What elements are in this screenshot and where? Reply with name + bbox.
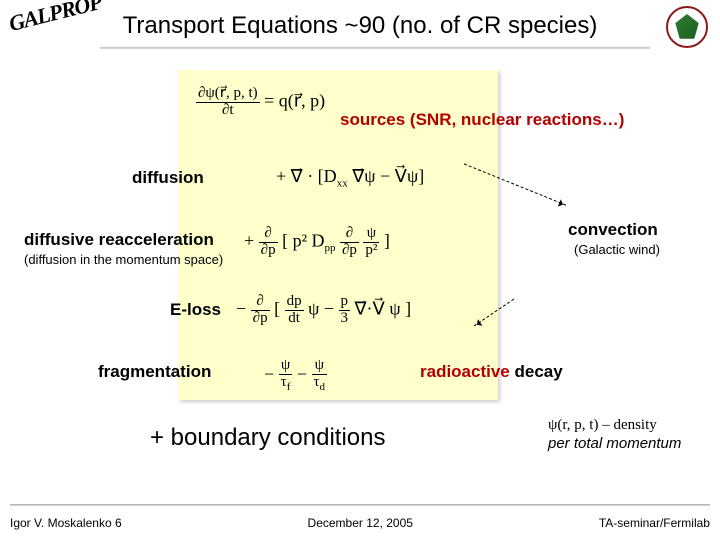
label-decay-black: decay (510, 362, 563, 381)
eq-l2a: + ∇⃗ · [D (276, 166, 337, 186)
footer-divider (10, 504, 710, 506)
eq-line-5: − ψτf − ψτd (264, 358, 327, 393)
footer-venue: TA-seminar/Fermilab (599, 516, 710, 530)
eq-l5f: f (287, 381, 291, 393)
eq-l2-xx: xx (337, 178, 348, 190)
label-sources: sources (SNR, nuclear reactions…) (340, 110, 700, 130)
label-eloss: E-loss (170, 300, 221, 320)
eq-l2b: ∇⃗ψ − V⃗ψ] (348, 166, 425, 186)
eq-line-2: + ∇⃗ · [Dxx ∇⃗ψ − V⃗ψ] (276, 166, 424, 190)
eq-l4n3: p (339, 294, 351, 311)
slide: GALPROP Transport Equations ~90 (no. of … (0, 0, 720, 540)
eq-l3n3: ψ (363, 226, 379, 243)
label-fragmentation: fragmentation (98, 362, 211, 382)
footer-date: December 12, 2005 (308, 516, 413, 530)
eq-line-4: − ∂∂p [ dpdt ψ − p3 ∇⃗·V⃗ ψ ] (236, 294, 411, 327)
eq-lhs-den: ∂t (196, 103, 260, 119)
label-decay: radioactive decay (420, 362, 563, 382)
label-reaccel: diffusive reacceleration (24, 230, 214, 250)
eq-l4d-tail: ∇⃗·V⃗ ψ ] (355, 298, 412, 318)
eq-l5a: − (264, 364, 279, 384)
eq-l5dd: d (320, 381, 326, 393)
label-diffusion: diffusion (132, 168, 204, 188)
density-line2: per total momentum (548, 435, 681, 452)
eq-l3d: ∂p (259, 243, 278, 259)
page-title: Transport Equations ~90 (no. of CR speci… (0, 12, 720, 40)
eq-l3pp: pp (324, 242, 335, 254)
label-convection: convection (568, 220, 658, 240)
density-note: ψ(r, p, t) – density per total momentum (548, 416, 681, 454)
eq-l3b: [ p² D (282, 230, 324, 250)
eq-l3n: ∂ (259, 226, 278, 243)
eq-l4n2: dp (285, 294, 304, 311)
eq-l4b: [ (274, 298, 285, 318)
eq-lhs-num: ∂ψ(r⃗, p, t) (196, 86, 260, 103)
eq-l4n: ∂ (251, 294, 270, 311)
eq-l3a: + (244, 230, 259, 250)
density-line1: ψ(r, p, t) – density (548, 417, 657, 433)
eq-l3d2: ∂p (340, 243, 359, 259)
eq-l3d3: p² (363, 243, 379, 259)
title-divider (100, 46, 650, 49)
eq-line1-rhs: = q(r⃗, p) (264, 90, 325, 110)
eq-l4a: − (236, 298, 251, 318)
eq-l5n1: ψ (279, 358, 293, 375)
eq-l3n2: ∂ (340, 226, 359, 243)
label-convection-sub: (Galactic wind) (574, 242, 704, 257)
eq-l5b: − (297, 364, 312, 384)
eq-l3f: ] (384, 230, 390, 250)
eq-l4d2: dt (285, 311, 304, 327)
label-reaccel-sub: (diffusion in the momentum space) (24, 252, 244, 267)
footer-author: Igor V. Moskalenko 6 (10, 516, 122, 530)
eq-line-3: + ∂∂p [ p² Dpp ∂∂p ψp² ] (244, 226, 390, 259)
eq-l4d: ∂p (251, 311, 270, 327)
boundary-conditions: + boundary conditions (150, 424, 386, 452)
eq-l4d3: 3 (339, 311, 351, 327)
eq-line-1: ∂ψ(r⃗, p, t)∂t = q(r⃗, p) (196, 86, 325, 119)
eq-l5n2: ψ (312, 358, 328, 375)
eq-l4c: ψ − (308, 298, 338, 318)
label-decay-red: radioactive (420, 362, 510, 381)
footer: Igor V. Moskalenko 6 December 12, 2005 T… (10, 516, 710, 530)
